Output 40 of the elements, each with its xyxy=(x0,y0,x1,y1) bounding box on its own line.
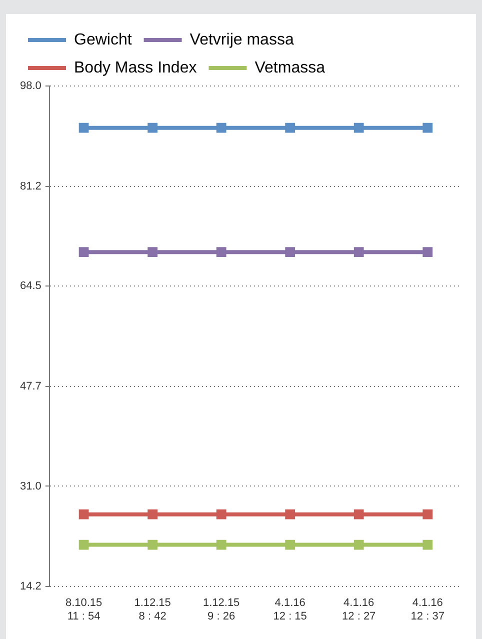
point xyxy=(285,247,296,258)
point xyxy=(148,122,158,133)
point xyxy=(148,540,158,550)
legend-label: Gewicht xyxy=(74,31,132,48)
y-tick-label: 64.5 xyxy=(20,280,42,292)
point xyxy=(354,122,364,133)
y-tick-label: 47.7 xyxy=(20,380,42,393)
legend-label: Vetmassa xyxy=(254,59,326,76)
point xyxy=(216,247,226,258)
x-tick-label: 4.1.16 12 : 15 xyxy=(273,597,307,622)
legend-label: Vetvrije massa xyxy=(190,31,294,48)
x-tick-label: 8.10.15 11 : 54 xyxy=(65,597,102,622)
y-tick-label: 98.0 xyxy=(20,80,42,92)
point xyxy=(422,540,433,550)
point xyxy=(78,540,89,550)
x-tick-label: 1.12.15 9 : 26 xyxy=(202,597,240,622)
x-tick-label: 4.1.16 12 : 37 xyxy=(410,597,444,622)
point xyxy=(216,122,226,133)
point xyxy=(354,509,364,520)
point xyxy=(78,122,89,133)
x-tick-label: 4.1.16 12 : 27 xyxy=(342,597,376,622)
y-tick-label: 81.2 xyxy=(20,180,42,192)
point xyxy=(285,509,296,520)
point xyxy=(285,122,296,133)
point xyxy=(148,509,158,520)
point xyxy=(354,540,364,550)
point xyxy=(216,509,226,520)
point xyxy=(422,247,433,258)
point xyxy=(216,540,226,550)
point xyxy=(285,540,296,550)
point xyxy=(78,509,89,520)
x-tick-label: 1.12.15 8 : 42 xyxy=(134,597,171,622)
point xyxy=(78,247,89,258)
y-tick-label: 31.0 xyxy=(20,480,42,492)
y-tick-label: 14.2 xyxy=(20,580,42,593)
point xyxy=(422,122,433,133)
point xyxy=(148,247,158,258)
point xyxy=(354,247,364,258)
legend-label: Body Mass Index xyxy=(74,59,197,76)
point xyxy=(422,509,433,520)
